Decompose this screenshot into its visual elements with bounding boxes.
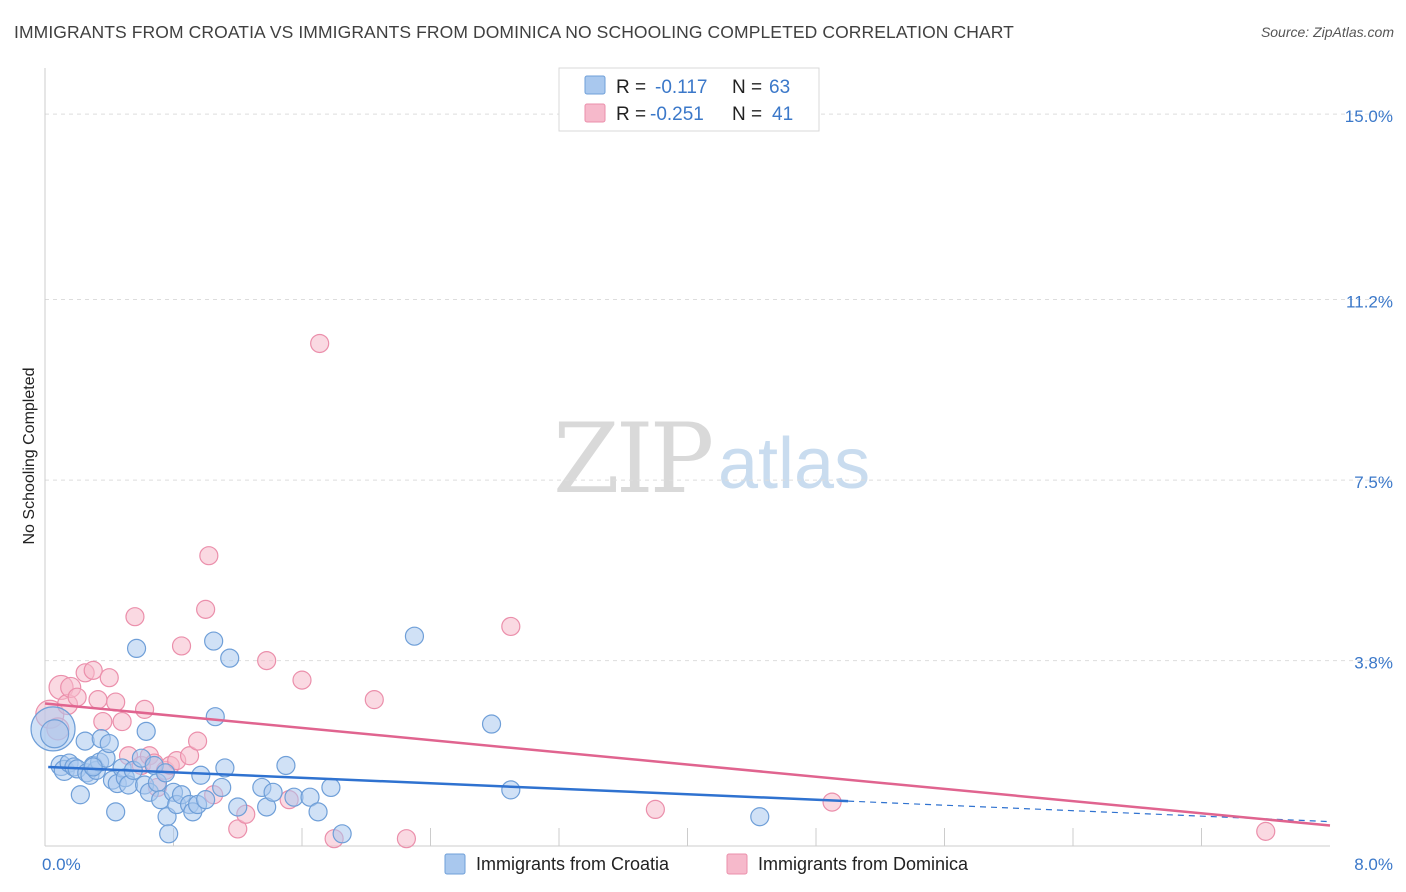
legend-n-label-croatia: N = <box>732 77 762 98</box>
dominica-point <box>134 699 155 719</box>
croatia-point <box>99 733 119 754</box>
stats-legend: R = -0.117 N = 63 R = -0.251 N = 41 <box>558 67 820 132</box>
dominica-point <box>93 711 113 732</box>
croatia-point <box>212 777 232 798</box>
dominica-point <box>88 690 108 710</box>
dominica-point <box>179 746 200 766</box>
legend-r-label-croatia: R = <box>616 77 646 98</box>
croatia-point <box>501 780 521 800</box>
dominica-point <box>292 670 312 690</box>
croatia-point <box>284 787 304 807</box>
croatia-point <box>750 807 770 827</box>
legend-n-value-croatia: 63 <box>769 77 790 98</box>
dominica-point <box>125 607 145 627</box>
watermark-zip: ZIP <box>553 403 712 515</box>
legend-n-value-dominica: 41 <box>772 104 793 125</box>
croatia-point <box>228 797 248 817</box>
x-tick-labels: 0.0% 8.0% <box>42 855 1393 874</box>
dominica-point <box>199 546 219 566</box>
croatia-point <box>75 731 95 751</box>
croatia-point <box>70 785 90 805</box>
dominica-point <box>822 792 842 812</box>
y-tick-label: 3.8% <box>1354 654 1393 673</box>
bottom-legend-label-dominica: Immigrants from Dominica <box>758 854 969 874</box>
dominica-trend-line <box>44 702 1331 827</box>
legend-r-value-dominica: -0.251 <box>650 104 704 125</box>
dominica-point <box>396 829 417 849</box>
x-tick-label: 0.0% <box>42 855 81 874</box>
croatia-point <box>136 721 156 741</box>
y-tick-labels: 3.8% 7.5% 11.2% 15.0% <box>1345 107 1393 672</box>
croatia-point <box>263 782 283 802</box>
croatia-point <box>40 719 70 749</box>
croatia-point <box>404 626 425 646</box>
dominica-point <box>99 668 119 688</box>
y-axis-label: No Schooling Completed <box>21 368 38 545</box>
legend-r-value-croatia: -0.117 <box>655 77 707 98</box>
croatia-point <box>300 787 320 807</box>
croatia-point <box>481 714 502 734</box>
dominica-point <box>112 711 132 732</box>
dominica-point <box>228 819 248 839</box>
legend-swatch-dominica <box>584 103 606 123</box>
source-credit: Source: ZipAtlas.com <box>1260 24 1394 40</box>
gridlines <box>45 113 1392 846</box>
bottom-legend-swatch-dominica <box>726 853 748 875</box>
dominica-point <box>67 687 87 707</box>
bottom-legend-swatch-croatia <box>444 853 466 875</box>
dominica-point <box>364 690 384 710</box>
bottom-legend-label-croatia: Immigrants from Croatia <box>476 854 670 874</box>
legend-swatch-croatia <box>584 75 606 95</box>
dominica-point <box>310 333 330 354</box>
croatia-point <box>215 758 235 778</box>
croatia-point <box>308 802 328 822</box>
croatia-point <box>106 802 126 822</box>
series-croatia-points <box>30 626 770 844</box>
croatia-point <box>191 765 211 785</box>
croatia-point <box>205 707 225 727</box>
dominica-point <box>187 731 208 751</box>
croatia-point <box>276 755 296 776</box>
croatia-point <box>321 777 341 798</box>
x-tick-label: 8.0% <box>1354 855 1393 874</box>
dominica-point <box>171 636 192 656</box>
dominica-point <box>106 692 126 712</box>
dominica-point <box>196 599 216 619</box>
croatia-point <box>196 790 216 810</box>
series-legend: Immigrants from Croatia Immigrants from … <box>444 853 969 875</box>
croatia-point <box>83 757 103 777</box>
trend-lines <box>44 702 1331 827</box>
croatia-point <box>332 824 352 844</box>
legend-r-label-dominica: R = <box>616 104 646 125</box>
croatia-point <box>159 824 179 844</box>
legend-n-label-dominica: N = <box>732 104 762 125</box>
y-tick-label: 7.5% <box>1354 473 1393 492</box>
dominica-point <box>501 616 521 637</box>
croatia-point <box>126 638 147 659</box>
dominica-point <box>257 650 277 671</box>
croatia-point <box>204 631 224 651</box>
dominica-point <box>83 660 103 680</box>
croatia-trend-line <box>48 765 849 803</box>
dominica-point <box>645 799 665 820</box>
croatia-point <box>220 648 240 668</box>
chart-title: IMMIGRANTS FROM CROATIA VS IMMIGRANTS FR… <box>14 22 1014 42</box>
dominica-point <box>1256 821 1276 841</box>
y-tick-label: 11.2% <box>1346 293 1393 312</box>
y-tick-label: 15.0% <box>1345 107 1393 126</box>
watermark-atlas: atlas <box>718 424 870 504</box>
